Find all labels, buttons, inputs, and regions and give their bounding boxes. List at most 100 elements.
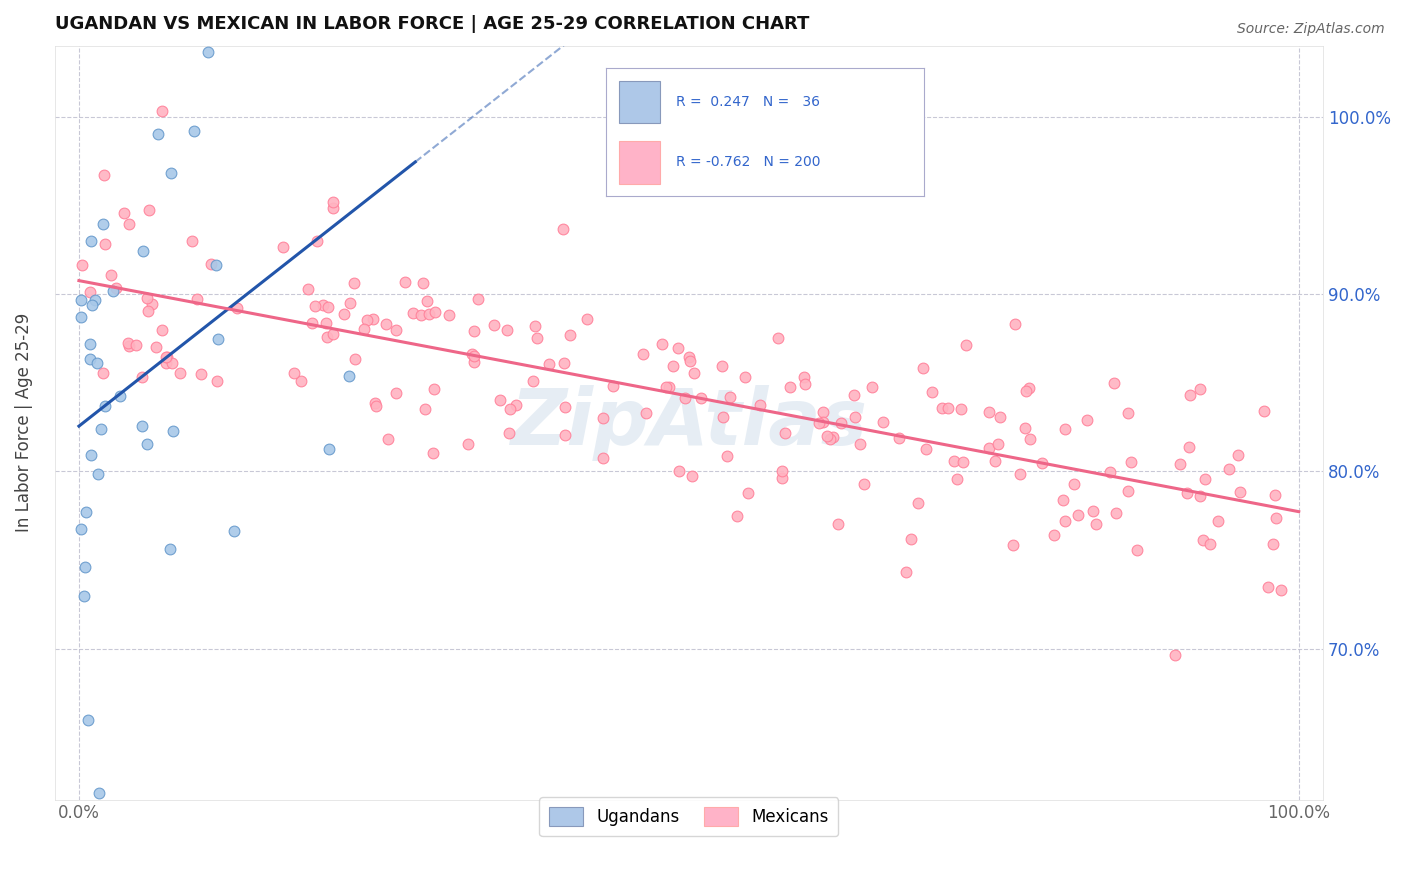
Point <box>141 297 163 311</box>
Text: UGANDAN VS MEXICAN IN LABOR FORCE | AGE 25-29 CORRELATION CHART: UGANDAN VS MEXICAN IN LABOR FORCE | AGE … <box>55 15 808 33</box>
Point <box>1084 517 1107 532</box>
Point <box>84 293 107 308</box>
Point <box>668 464 690 478</box>
Point <box>207 332 229 346</box>
Point <box>936 401 959 416</box>
Point <box>811 415 834 429</box>
Point <box>222 524 245 538</box>
Point <box>1105 506 1128 520</box>
Point <box>889 431 911 445</box>
Point <box>853 477 876 491</box>
Point <box>849 437 872 451</box>
Point <box>952 455 974 469</box>
Point <box>79 337 101 351</box>
Point <box>987 437 1010 451</box>
Point <box>79 351 101 366</box>
Point <box>135 291 157 305</box>
Point <box>651 336 673 351</box>
Point <box>93 236 115 251</box>
Point <box>75 559 97 574</box>
Point <box>526 331 548 345</box>
Point <box>344 351 367 366</box>
Point <box>318 442 340 456</box>
Point <box>827 517 849 532</box>
Point <box>1008 467 1031 481</box>
Point <box>988 410 1011 425</box>
Point <box>1066 508 1088 522</box>
Point <box>1253 404 1275 418</box>
Point <box>815 428 838 442</box>
Point <box>318 300 340 314</box>
Point <box>1081 504 1104 518</box>
Point <box>1218 462 1240 476</box>
Point <box>1264 488 1286 502</box>
Point <box>915 442 938 456</box>
Point <box>132 244 155 259</box>
Point <box>69 310 91 324</box>
Point <box>522 374 544 388</box>
Point <box>353 322 375 336</box>
Point <box>683 366 706 380</box>
Point <box>807 416 830 430</box>
Point <box>1018 381 1040 395</box>
Point <box>484 318 506 333</box>
Point <box>690 391 713 405</box>
Point <box>463 355 485 369</box>
Point <box>1031 457 1053 471</box>
Point <box>461 347 484 361</box>
Point <box>1052 492 1074 507</box>
Point <box>155 356 177 370</box>
Point <box>366 400 388 414</box>
Point <box>86 356 108 370</box>
Point <box>1175 486 1198 500</box>
Point <box>283 366 305 380</box>
Point <box>225 301 247 315</box>
Point <box>1118 406 1140 420</box>
Point <box>297 283 319 297</box>
Point <box>197 45 219 59</box>
Point <box>423 383 446 397</box>
Legend: Ugandans, Mexicans: Ugandans, Mexicans <box>540 797 838 837</box>
Point <box>495 323 517 337</box>
Point <box>711 409 734 424</box>
Point <box>200 257 222 271</box>
Point <box>93 168 115 182</box>
Point <box>1170 457 1192 471</box>
Point <box>818 432 841 446</box>
Point <box>145 340 167 354</box>
Point <box>1265 510 1288 524</box>
Text: ZipAtlas: ZipAtlas <box>510 384 868 460</box>
Point <box>91 366 114 380</box>
Point <box>375 317 398 331</box>
Point <box>558 328 581 343</box>
Point <box>186 292 208 306</box>
Point <box>666 341 689 355</box>
Point <box>1118 483 1140 498</box>
Point <box>661 359 683 374</box>
Point <box>725 508 748 523</box>
Point <box>1178 387 1201 401</box>
Point <box>1001 538 1024 552</box>
Point <box>337 369 360 384</box>
Point <box>73 589 96 603</box>
Point <box>112 206 135 220</box>
Point <box>343 276 366 290</box>
Point <box>1063 477 1085 491</box>
Point <box>894 565 917 579</box>
Point <box>793 376 815 391</box>
Point <box>488 392 510 407</box>
Point <box>1125 543 1147 558</box>
Point <box>1263 537 1285 551</box>
Point <box>463 324 485 338</box>
Point <box>160 356 183 370</box>
Point <box>658 380 681 394</box>
Point <box>418 307 440 321</box>
Point <box>749 398 772 412</box>
Point <box>467 292 489 306</box>
Point <box>290 374 312 388</box>
Point <box>592 411 614 425</box>
Point <box>1018 433 1040 447</box>
Point <box>69 522 91 536</box>
Point <box>108 389 131 403</box>
Point <box>576 312 599 326</box>
